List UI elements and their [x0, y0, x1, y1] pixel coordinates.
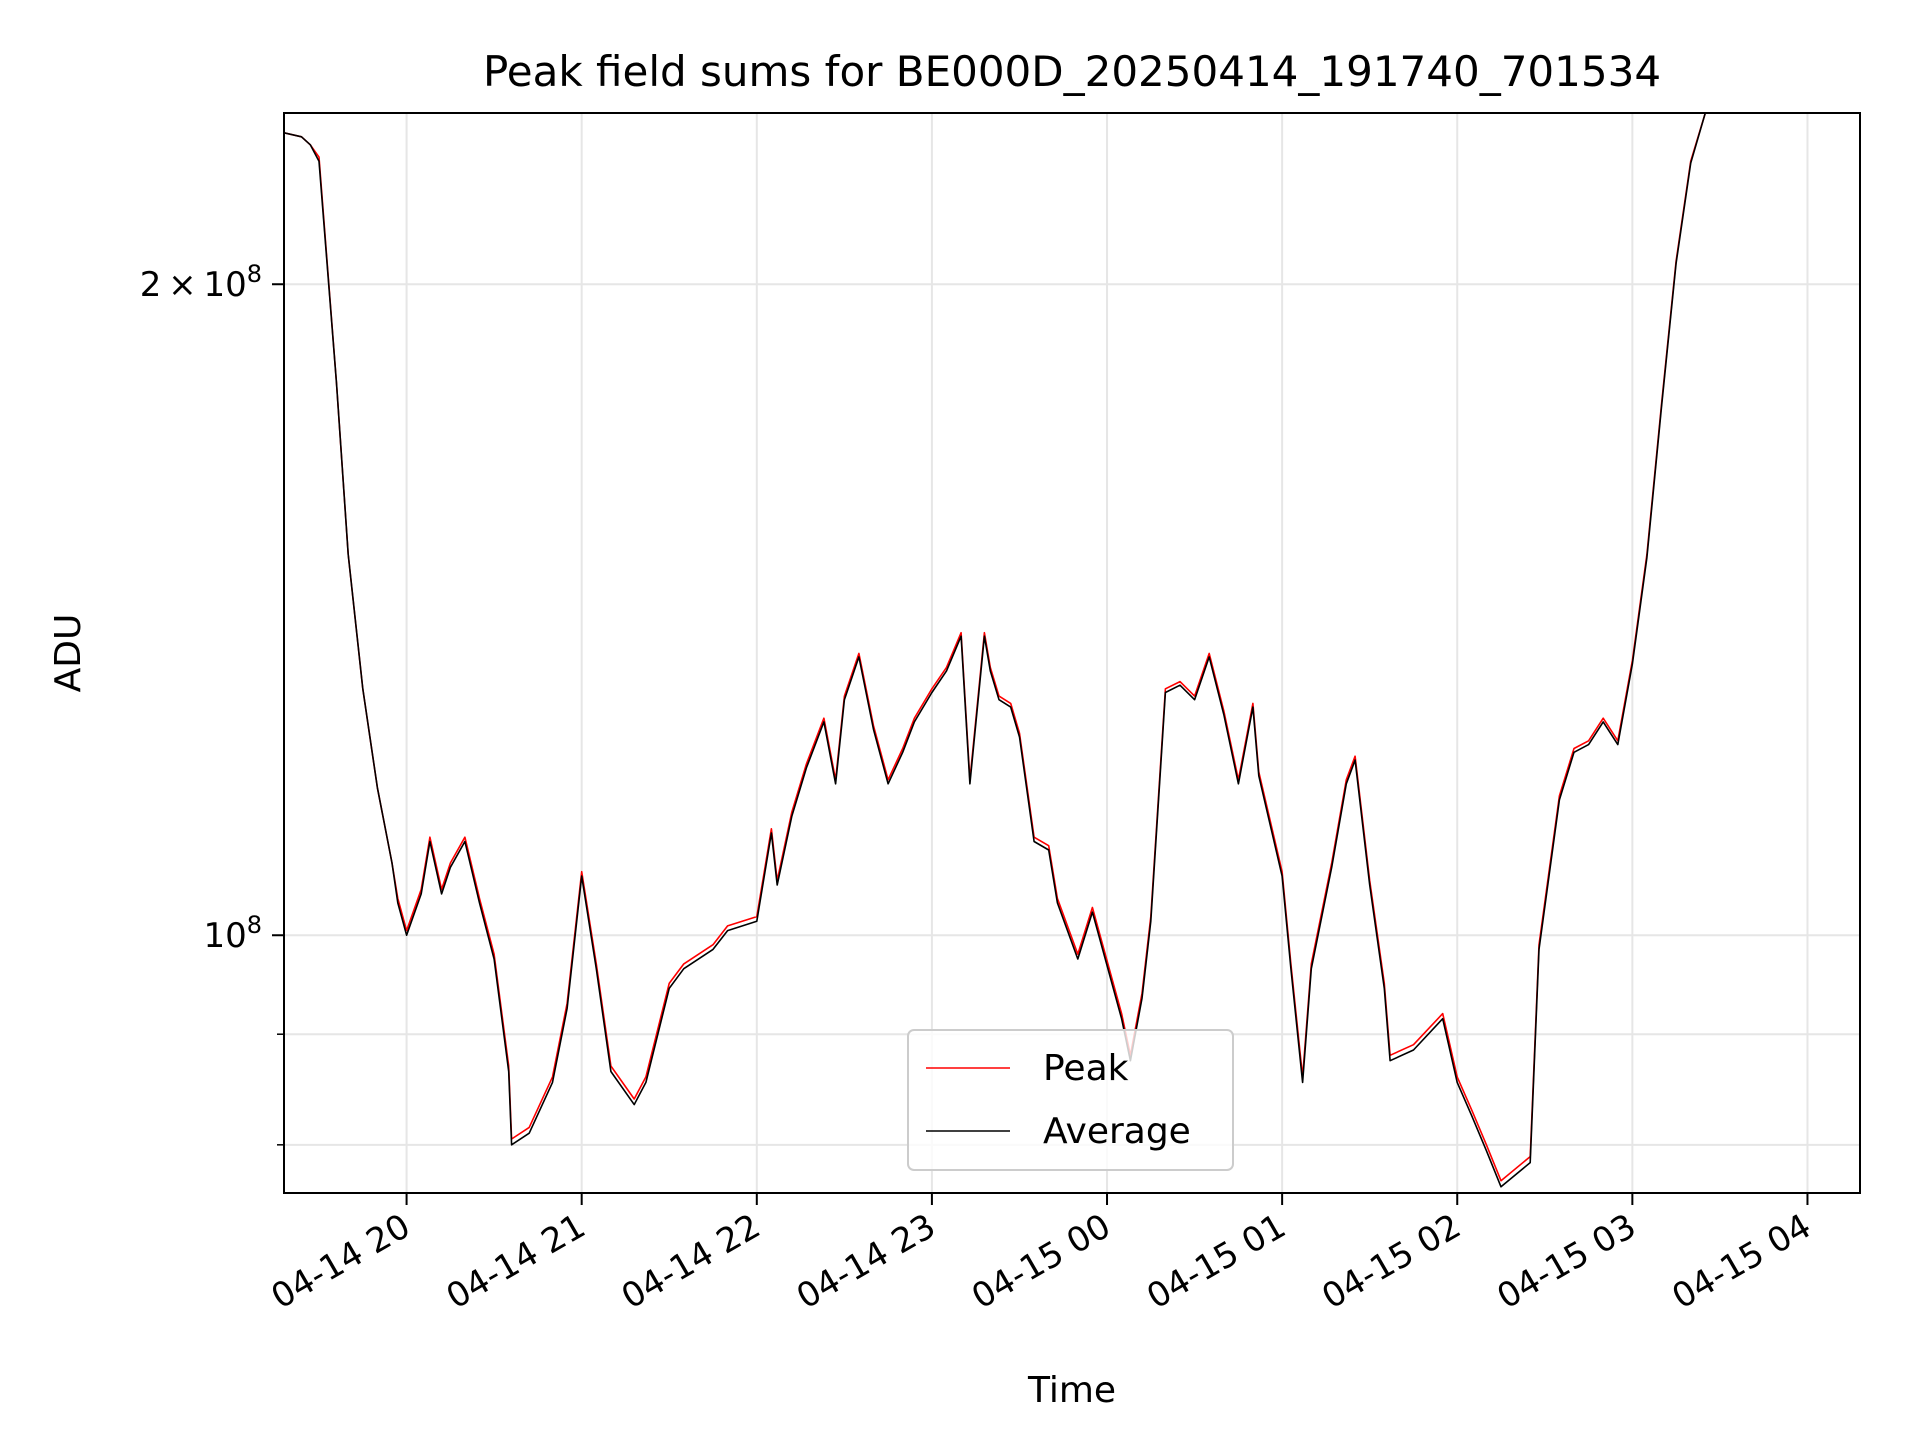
series-line-average [284, 113, 1860, 1188]
legend-label-average: Average [1043, 1111, 1191, 1152]
legend: Peak Average [907, 1029, 1234, 1171]
y-tick-label: 2 × 108 [140, 260, 262, 305]
y-tick-label: 108 [203, 911, 262, 956]
chart-title: Peak field sums for BE000D_20250414_1917… [483, 47, 1661, 96]
plot-frame [283, 112, 1861, 1194]
legend-box [907, 1029, 1234, 1171]
x-axis-label: Time [1027, 1370, 1116, 1411]
series-layer [284, 113, 1860, 1188]
grid [284, 113, 1860, 1193]
y-axis-label: ADU [48, 614, 89, 693]
legend-label-peak: Peak [1043, 1048, 1129, 1089]
